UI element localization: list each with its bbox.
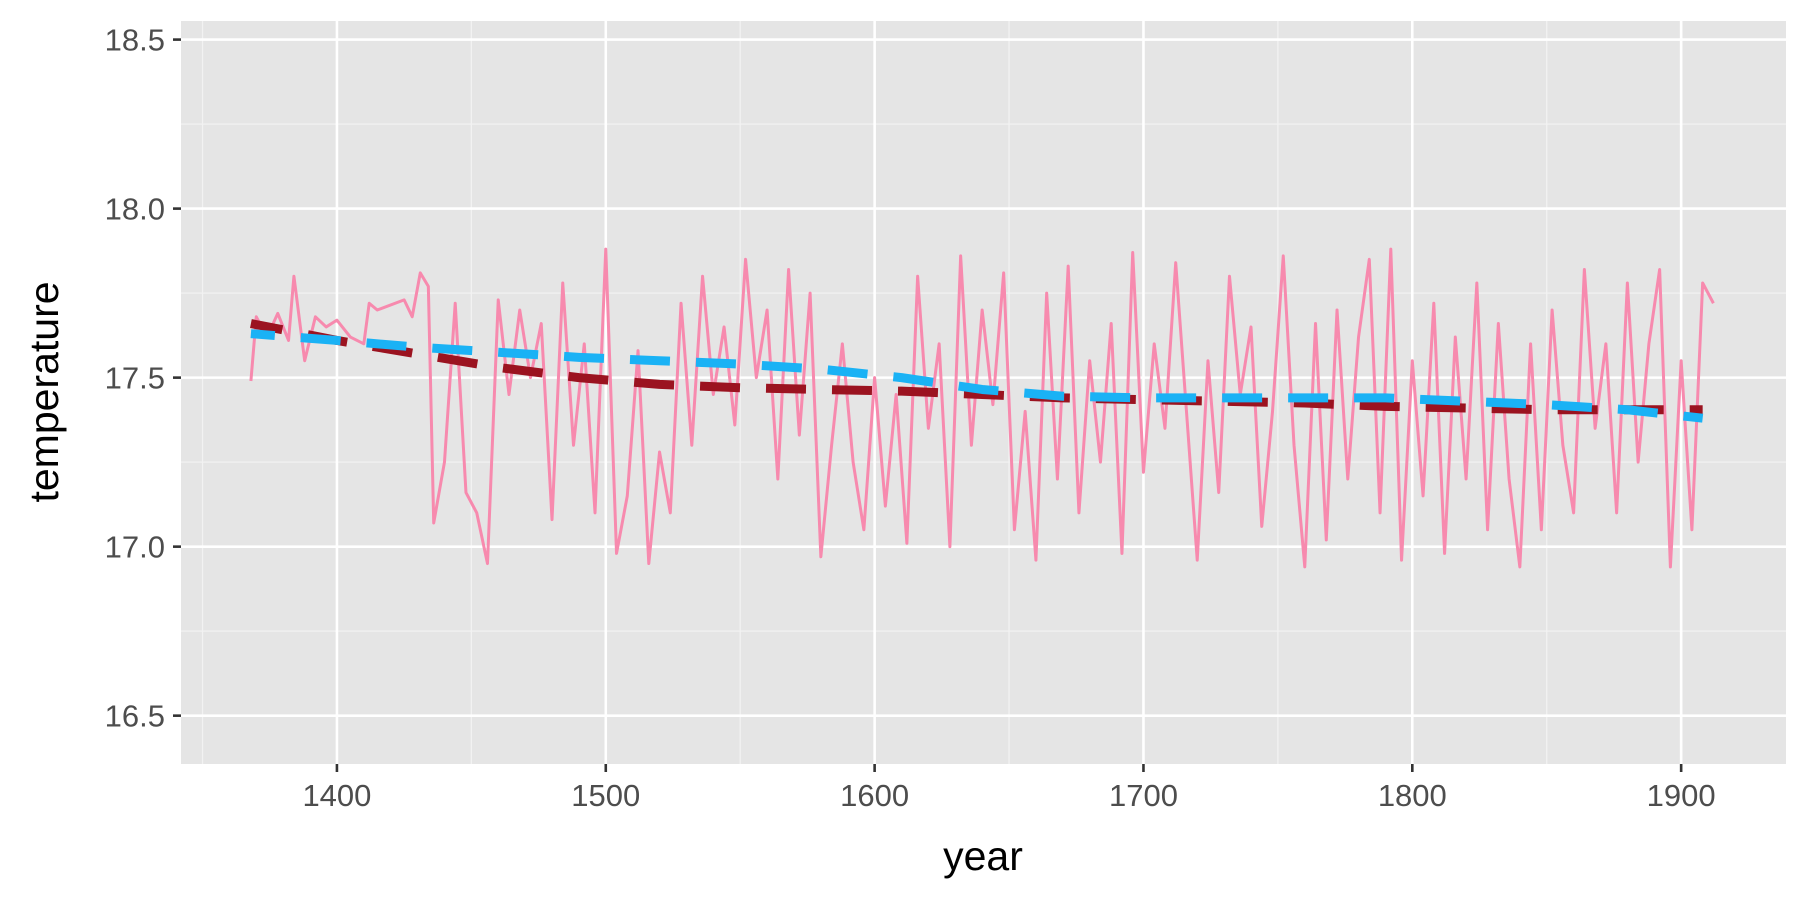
x-tick-label: 1400 bbox=[302, 778, 371, 813]
axes: 1400 1500 1600 1700 1800 1900 16.5 17.0 17.5 18.0… bbox=[105, 23, 1716, 813]
trend-line bbox=[250, 329, 1704, 423]
x-tick-label: 1700 bbox=[1109, 778, 1178, 813]
trend-line bbox=[250, 319, 1703, 415]
y-tick-label: 18.0 bbox=[105, 192, 165, 227]
x-tick-label: 1600 bbox=[840, 778, 909, 813]
x-axis-title: year bbox=[943, 833, 1023, 879]
x-tick-label: 1800 bbox=[1378, 778, 1447, 813]
y-tick-label: 17.0 bbox=[105, 530, 165, 565]
y-axis-title: temperature bbox=[21, 281, 67, 502]
y-tick-label: 16.5 bbox=[105, 699, 165, 734]
data-line bbox=[249, 247, 1715, 569]
x-tick-label: 1500 bbox=[571, 778, 640, 813]
x-tick-label: 1900 bbox=[1647, 778, 1716, 813]
grid bbox=[181, 21, 1786, 764]
y-tick-label: 18.5 bbox=[105, 23, 165, 58]
marks bbox=[249, 247, 1715, 569]
y-tick-label: 17.5 bbox=[105, 361, 165, 396]
